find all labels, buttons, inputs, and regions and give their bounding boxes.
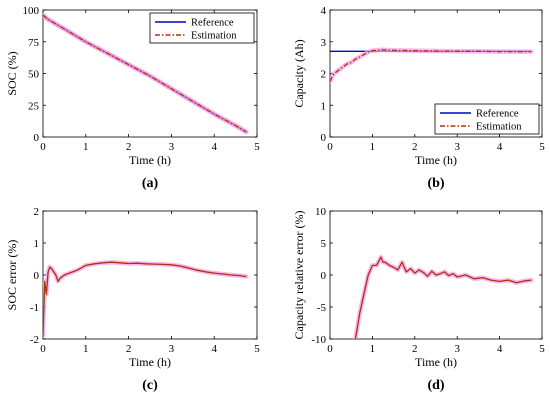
x-tick-label: 2: [126, 141, 132, 153]
x-axis-label: Time (h): [415, 355, 457, 369]
x-tick-label: 1: [83, 141, 89, 153]
y-tick-label: 3: [321, 37, 327, 49]
x-tick-label: 4: [497, 343, 503, 355]
y-tick-label: 2: [34, 206, 40, 218]
x-tick-label: 5: [539, 141, 545, 153]
series-line-error: [354, 256, 532, 339]
legend-entry: Estimation: [191, 31, 237, 42]
series-line-estimation: [330, 49, 532, 82]
x-axis-label: Time (h): [129, 153, 171, 167]
y-tick-label: 4: [321, 5, 327, 17]
x-tick-label: 1: [370, 343, 376, 355]
y-tick-label: 1: [321, 100, 327, 112]
x-tick-label: 0: [327, 343, 333, 355]
y-axis-label: SOC (%): [5, 51, 19, 95]
legend-entry: Reference: [191, 18, 234, 29]
y-axis-label: Capacity (Ah): [292, 39, 306, 107]
y-tick-label: 25: [28, 100, 40, 112]
x-tick-label: 4: [211, 141, 217, 153]
legend: Reference Estimation: [434, 103, 540, 135]
y-tick-label: 75: [28, 37, 40, 49]
x-tick-label: 4: [497, 141, 503, 153]
x-tick-label: 1: [370, 141, 376, 153]
panel-label: (c): [142, 378, 158, 393]
x-tick-label: 2: [126, 343, 132, 355]
y-axis-label: SOC error (%): [5, 240, 19, 311]
series-layer: [353, 254, 534, 339]
y-tick-label: -2: [30, 334, 39, 346]
legend-entry: Estimation: [476, 122, 522, 133]
x-tick-label: 3: [454, 141, 460, 153]
y-tick-label: 5: [321, 238, 327, 250]
x-tick-label: 0: [40, 141, 46, 153]
x-tick-label: 3: [169, 141, 175, 153]
y-tick-label: 0: [321, 132, 327, 144]
y-tick-label: 50: [28, 69, 40, 81]
legend: Reference Estimation: [149, 12, 255, 44]
series-line-estimation: [43, 14, 247, 133]
x-tick-label: 5: [539, 343, 545, 355]
x-axis-label: Time (h): [415, 153, 457, 167]
x-tick-label: 3: [454, 343, 460, 355]
x-tick-label: 4: [211, 343, 217, 355]
series-layer: [43, 12, 249, 135]
y-axis-label: Capacity relative error (%): [292, 211, 306, 340]
chart-panel-b: 0 1 2 3 4 5 0 1 2 3 4 Time (h) Capacity (Ah) (b) Refer…: [292, 5, 545, 191]
legend-entry: Reference: [476, 109, 519, 120]
y-tick-label: 2: [321, 69, 327, 81]
y-tick-label: 100: [23, 5, 40, 17]
y-tick-label: 0: [34, 132, 40, 144]
chart-panel-d: 0 1 2 3 4 5 -10 -5 0 5 10 Time (h) Capacity relative…: [292, 206, 545, 393]
y-tick-label: 0: [34, 270, 40, 282]
x-tick-label: 0: [40, 343, 46, 355]
legend-box: [149, 12, 255, 44]
y-tick-label: 10: [315, 206, 327, 218]
x-tick-label: 0: [327, 141, 333, 153]
x-tick-label: 2: [412, 343, 418, 355]
x-tick-label: 5: [254, 141, 260, 153]
panel-label: (a): [142, 176, 159, 191]
panel-label: (d): [427, 378, 444, 393]
y-tick-label: 1: [34, 238, 40, 250]
panel-label: (b): [427, 176, 444, 191]
x-axis-label: Time (h): [129, 355, 171, 369]
series-layer: [43, 259, 249, 339]
y-tick-label: -1: [30, 302, 39, 314]
y-tick-label: 0: [321, 270, 327, 282]
series-layer: [330, 47, 534, 84]
legend-box: [434, 103, 540, 135]
series-line-error: [43, 261, 247, 336]
x-tick-label: 1: [83, 343, 89, 355]
x-tick-label: 5: [254, 343, 260, 355]
y-tick-label: -5: [317, 302, 327, 314]
y-tick-label: -10: [311, 334, 326, 346]
x-tick-label: 3: [169, 343, 175, 355]
x-tick-label: 2: [412, 141, 418, 153]
